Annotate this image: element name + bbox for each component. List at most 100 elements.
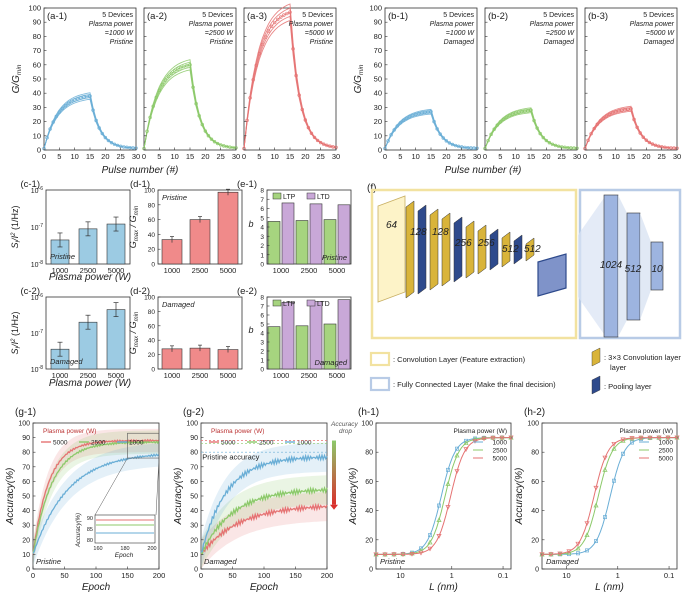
device-curve bbox=[384, 112, 478, 149]
x-tick-label: 10 bbox=[411, 152, 419, 161]
data-point bbox=[629, 107, 633, 111]
data-point bbox=[539, 552, 545, 558]
legend-label: LTP bbox=[283, 301, 296, 308]
data-point bbox=[508, 435, 514, 441]
y-tick-label: 30 bbox=[33, 103, 41, 112]
x-tick-label: 0 bbox=[31, 571, 35, 580]
data-point bbox=[251, 78, 255, 82]
accuracy-line bbox=[32, 440, 160, 554]
y-tick-label: 0 bbox=[260, 367, 264, 374]
power-value: =5000 W bbox=[305, 30, 335, 37]
data-point bbox=[404, 116, 409, 121]
x-tick-label: 15 bbox=[527, 152, 535, 161]
conv-layer bbox=[429, 208, 439, 291]
data-point bbox=[427, 546, 433, 552]
x-tick-label: 25 bbox=[457, 152, 465, 161]
conv-layer bbox=[441, 212, 451, 287]
x-tick-label: 5 bbox=[257, 152, 261, 161]
y-tick-label: 10-7 bbox=[31, 223, 43, 232]
data-point bbox=[294, 73, 298, 78]
x-tick-label: 5 bbox=[157, 152, 161, 161]
data-point bbox=[245, 118, 249, 123]
device-curve bbox=[143, 69, 237, 149]
data-point bbox=[602, 467, 608, 472]
data-point bbox=[194, 102, 198, 106]
y-tick-label: 0 bbox=[26, 567, 30, 574]
data-point bbox=[417, 111, 421, 116]
state-label: Pristine bbox=[380, 557, 405, 566]
data-point bbox=[556, 144, 561, 148]
y-tick-label: 40 bbox=[148, 338, 156, 345]
x-tick-label: 2500 bbox=[301, 371, 318, 380]
data-point bbox=[212, 140, 217, 144]
device-curve bbox=[484, 109, 578, 149]
data-point bbox=[166, 74, 171, 79]
data-point bbox=[626, 107, 630, 111]
y-tick-exp: -8 bbox=[39, 365, 44, 371]
data-point bbox=[300, 107, 304, 112]
x-tick-label: 1 bbox=[450, 571, 454, 580]
y-tick-label: 20 bbox=[148, 247, 156, 254]
data-point bbox=[453, 143, 458, 148]
legend-label: 2500 bbox=[493, 448, 508, 455]
x-tick-label: 30 bbox=[232, 152, 240, 161]
x-tick-label: 15 bbox=[286, 152, 294, 161]
data-point bbox=[291, 47, 295, 51]
data-point bbox=[638, 131, 642, 135]
data-point bbox=[489, 132, 493, 137]
y-tick-label: 60 bbox=[531, 479, 539, 486]
y-tick-label: 7 bbox=[260, 304, 264, 311]
panel-id: (b-1) bbox=[388, 11, 408, 22]
accuracy-curve bbox=[376, 437, 511, 555]
data-point bbox=[576, 551, 580, 556]
data-point bbox=[197, 114, 201, 118]
y-tick-label: 0 bbox=[194, 567, 198, 574]
device-curve bbox=[484, 108, 578, 149]
data-point bbox=[428, 533, 432, 538]
y-tick-label: 80 bbox=[148, 309, 156, 316]
bar bbox=[217, 191, 239, 265]
x-axis-label: L (nm) bbox=[429, 582, 458, 593]
data-point bbox=[436, 534, 442, 539]
data-point bbox=[91, 108, 95, 112]
data-point bbox=[435, 127, 439, 131]
y-axis-label: SI/I2 (1/Hz) bbox=[10, 205, 22, 248]
layer-size-label: 10 bbox=[651, 264, 663, 275]
y-tick-label: 0 bbox=[151, 262, 155, 269]
panel-id: (h-2) bbox=[524, 407, 545, 418]
x-tick-label: 0 bbox=[583, 152, 587, 161]
data-point bbox=[106, 138, 111, 143]
panel-id: (c-1) bbox=[20, 179, 40, 190]
y-tick-label: 20 bbox=[365, 537, 373, 544]
data-point bbox=[548, 552, 554, 557]
x-tick-label: 150 bbox=[289, 571, 302, 580]
data-point bbox=[315, 138, 320, 143]
y-tick-exp: -6 bbox=[39, 186, 44, 192]
y-tick-label: 20 bbox=[531, 537, 539, 544]
data-point bbox=[495, 123, 499, 127]
data-point bbox=[257, 52, 262, 56]
data-point bbox=[613, 110, 618, 114]
legend-swatch bbox=[306, 192, 316, 200]
accuracy-curve bbox=[542, 437, 677, 555]
data-point bbox=[419, 546, 423, 551]
data-point bbox=[472, 439, 478, 444]
data-point bbox=[276, 17, 280, 22]
legend-swatch bbox=[272, 192, 282, 200]
inset-x-tick-label: 200 bbox=[147, 546, 156, 552]
y-tick-exp: -6 bbox=[39, 293, 44, 299]
data-point bbox=[610, 111, 615, 115]
state-label: Pristine bbox=[50, 252, 75, 261]
x-tick-label: 25 bbox=[116, 152, 124, 161]
data-point bbox=[454, 469, 460, 474]
state-label: Damaged bbox=[314, 358, 347, 367]
x-tick-label: 15 bbox=[186, 152, 194, 161]
state-label: Damaged bbox=[204, 557, 237, 566]
x-tick-label: 200 bbox=[321, 571, 334, 580]
data-point bbox=[510, 112, 515, 116]
y-tick-label: 70 bbox=[33, 46, 41, 55]
data-point bbox=[490, 435, 496, 441]
y-tick-label: 70 bbox=[190, 464, 198, 471]
y-tick-label: 0 bbox=[378, 146, 382, 155]
data-point bbox=[520, 109, 524, 114]
